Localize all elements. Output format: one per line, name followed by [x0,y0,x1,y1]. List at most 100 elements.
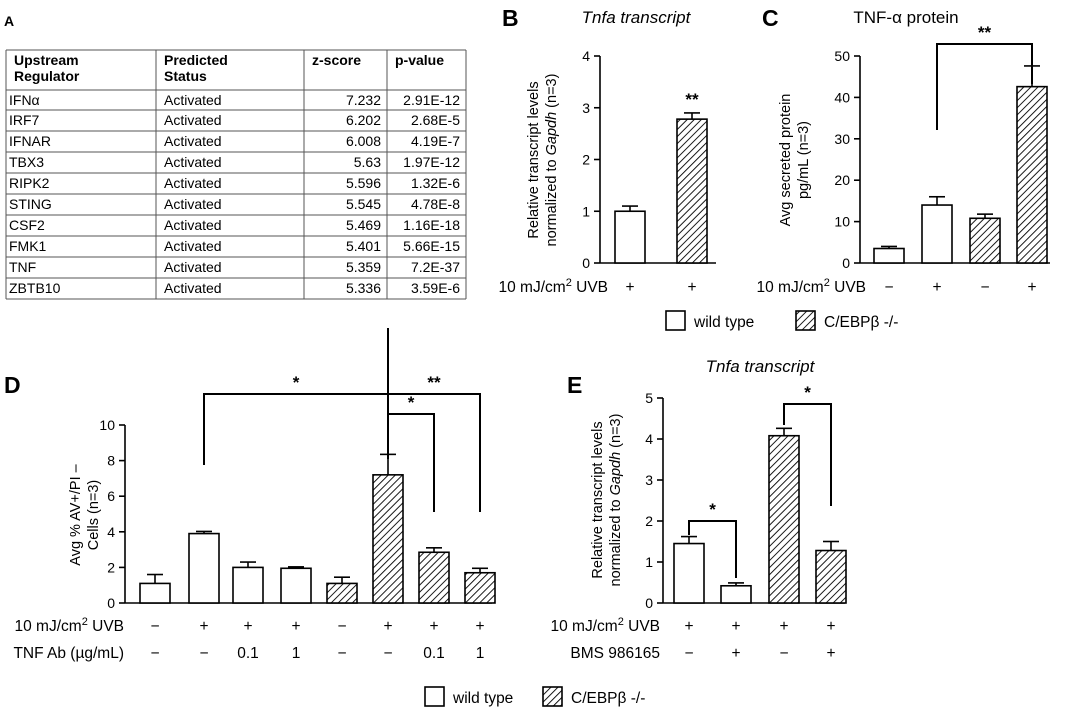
legend-wild-type-swatch [424,686,445,707]
bar [720,584,752,604]
y-tick-label: 2 [645,513,653,529]
legend-knockout-label: C/EBPβ -/- [571,690,645,707]
panel-e-chart: E Tnfa transcript 0 1 2 3 4 5 Relative transcr… [551,357,847,662]
bar [326,582,358,604]
table-cell-pvalue: 2.91E-12 [403,92,460,108]
bar [418,551,450,604]
significance-bracket [387,393,481,512]
panel-b-plot: 0 1 2 3 4 Relative transcript levels normalize… [499,48,716,296]
legend-wild-type-label: wild type [693,314,754,331]
table-cell-zscore: 5.336 [346,280,381,296]
condition-value: + [731,645,740,662]
bar [139,582,171,604]
y-tick-label: 6 [107,488,115,504]
condition-value: 0.1 [237,645,259,662]
condition-label: BMS 986165 [570,645,660,662]
table-cell-regulator: STING [9,196,52,212]
table-cell-status: Activated [164,217,222,233]
panel-c-plot: 0 10 20 30 40 50 Avg secreted protein pg/mL (n=… [757,23,1050,296]
table-header-cell: Upstream [14,52,79,68]
bar [768,434,800,604]
table-cell-regulator: IFNAR [9,133,51,149]
condition-value: − [383,645,392,662]
bar [673,542,705,604]
y-tick-label: 1 [582,203,590,219]
bar [614,210,646,264]
bar [280,567,312,604]
condition-label: 10 mJ/cm2 UVB [15,616,125,635]
condition-value: − [150,618,159,635]
table-cell-pvalue: 5.66E-15 [403,238,460,254]
panel-d-chart: D 0 2 4 6 8 10 Avg % AV+/PI – Cells (n=3) 10 mJ/… [4,328,496,662]
condition-value: + [684,618,693,635]
panel-e-plot: 0 1 2 3 4 5 Relative transcript levels normaliz… [551,383,847,662]
condition-value: + [826,645,835,662]
panel-d-plot: 0 2 4 6 8 10 Avg % AV+/PI – Cells (n=3) 10 mJ/cm… [13,328,496,662]
condition-value: − [980,279,989,296]
y-axis-label: Avg % AV+/PI – [68,463,84,565]
table-cell-status: Activated [164,133,222,149]
panel-d-label: D [4,372,21,398]
table-cell-pvalue: 4.78E-8 [411,196,460,212]
y-axis-label: Cells (n=3) [86,480,102,551]
table-cell-pvalue: 7.2E-37 [411,259,460,275]
table-cell-regulator: FMK1 [9,238,47,254]
y-tick-label: 0 [582,255,590,271]
condition-value: + [243,618,252,635]
condition-value: − [337,645,346,662]
significance-marker: * [709,500,716,519]
legend-knockout-label: C/EBPβ -/- [824,314,898,331]
panel-b-chart: B Tnfa transcript 0 1 2 3 4 Relative transcri… [499,5,716,296]
y-tick-label: 50 [834,48,850,64]
bar [372,474,404,604]
condition-value: + [475,618,484,635]
panel-c-label: C [762,5,779,31]
legend-wild-type-swatch [665,310,686,331]
table-cell-zscore: 5.545 [346,196,381,212]
significance-marker: * [804,383,811,402]
table-cell-regulator: CSF2 [9,217,45,233]
table-cell-regulator: TBX3 [9,154,44,170]
panel-b-label: B [502,5,519,31]
condition-value: + [826,618,835,635]
table-cell-status: Activated [164,92,222,108]
bar [969,217,1001,264]
legend-bottom: wild type C/EBPβ -/- [424,686,645,707]
condition-value: + [687,279,696,296]
condition-value: − [150,645,159,662]
condition-value: + [731,618,740,635]
bar [815,549,847,604]
significance-bracket [688,520,737,578]
panel-c-title: TNF-α protein [853,8,958,27]
table-header-cell: Predicted [164,52,228,68]
y-tick-label: 3 [582,100,590,116]
condition-value: + [932,279,941,296]
bar [232,566,264,604]
y-tick-label: 20 [834,172,850,188]
condition-value: + [1027,279,1036,296]
table-cell-status: Activated [164,196,222,212]
condition-value: − [884,279,893,296]
table-cell-zscore: 7.232 [346,92,381,108]
bar [873,247,905,264]
y-axis-label: Relative transcript levels [590,421,606,578]
condition-value: − [779,645,788,662]
condition-value: − [684,645,693,662]
y-tick-label: 2 [107,559,115,575]
condition-value: + [199,618,208,635]
table-cell-pvalue: 1.16E-18 [403,217,460,233]
condition-label: 10 mJ/cm2 UVB [551,616,661,635]
table-cell-regulator: TNF [9,259,36,275]
significance-marker: * [293,373,300,392]
condition-value: + [429,618,438,635]
table-cell-pvalue: 2.68E-5 [411,112,460,128]
significance-bracket [783,403,832,506]
table-cell-zscore: 6.202 [346,112,381,128]
y-tick-label: 3 [645,472,653,488]
table-cell-zscore: 6.008 [346,133,381,149]
condition-value: + [383,618,392,635]
table-cell-zscore: 5.596 [346,175,381,191]
y-tick-label: 1 [645,554,653,570]
y-tick-label: 5 [645,390,653,406]
table-cell-pvalue: 1.32E-6 [411,175,460,191]
